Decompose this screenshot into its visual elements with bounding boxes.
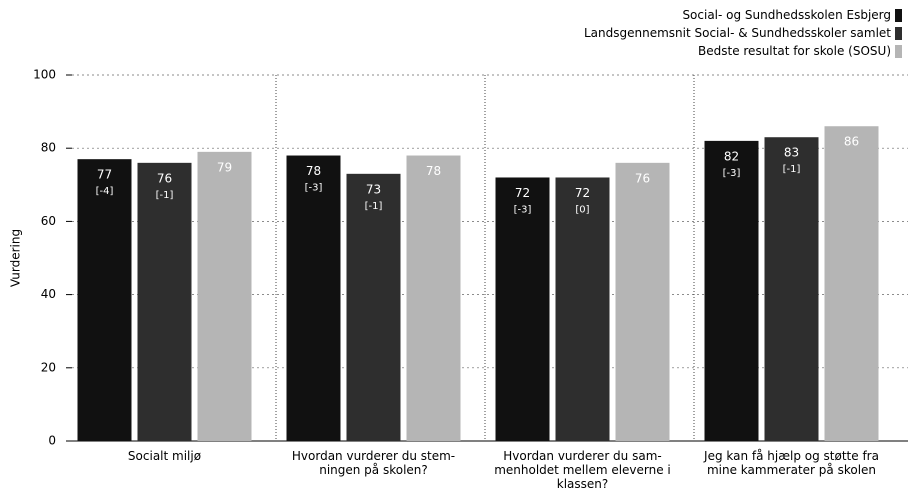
data-label: 86	[844, 135, 859, 149]
legend-item: Social- og Sundhedsskolen Esbjerg	[584, 6, 902, 24]
data-label: 76	[157, 171, 172, 185]
bar	[197, 151, 252, 442]
x-tick-label: Hvordan vurderer du stem- ningen på skol…	[291, 449, 456, 477]
legend-item: Bedste resultat for skole (SOSU)	[584, 42, 902, 60]
legend-swatch	[895, 27, 902, 40]
bar	[137, 162, 192, 441]
legend-swatch	[895, 45, 902, 58]
y-tick-label: 100	[33, 68, 56, 82]
bar	[495, 177, 550, 442]
diff-label: [-3]	[305, 183, 323, 194]
y-tick-label: 40	[41, 287, 56, 301]
bar	[346, 173, 401, 441]
legend-label: Bedste resultat for skole (SOSU)	[698, 44, 891, 58]
legend-label: Social- og Sundhedsskolen Esbjerg	[682, 8, 891, 22]
legend-label: Landsgennemsnit Social- & Sundhedsskoler…	[583, 26, 891, 40]
data-label: 72	[515, 186, 530, 200]
diff-label: [-3]	[723, 168, 741, 179]
y-tick-label: 20	[41, 360, 56, 374]
data-label: 78	[306, 164, 321, 178]
diff-label: [-1]	[156, 190, 174, 201]
data-label: 82	[724, 149, 739, 163]
bar	[824, 126, 879, 442]
x-tick-label: Hvordan vurderer du sam- menholdet melle…	[494, 449, 671, 491]
bar	[286, 155, 341, 441]
bar	[764, 137, 819, 441]
y-tick-label: 0	[48, 434, 56, 448]
legend-swatch	[895, 9, 902, 22]
y-tick-label: 60	[41, 214, 56, 228]
data-label: 76	[635, 171, 650, 185]
diff-label: [0]	[575, 204, 589, 215]
y-tick-label: 80	[41, 141, 56, 155]
bar	[406, 155, 461, 441]
diff-label: [-1]	[365, 201, 383, 212]
y-axis-label: Vurdering	[9, 229, 23, 287]
x-tick-label: Socialt miljø	[127, 449, 202, 463]
bar	[615, 162, 670, 441]
x-tick-label: Jeg kan få hjælp og støtte fra mine kamm…	[704, 449, 879, 477]
bar	[77, 159, 132, 441]
data-label: 77	[97, 168, 112, 182]
data-label: 73	[366, 182, 381, 196]
legend-item: Landsgennemsnit Social- & Sundhedsskoler…	[584, 24, 902, 42]
data-label: 79	[217, 160, 232, 174]
bar	[704, 140, 759, 441]
data-label: 83	[784, 146, 799, 160]
legend: Social- og Sundhedsskolen Esbjerg Landsge…	[584, 6, 902, 60]
data-label: 72	[575, 186, 590, 200]
diff-label: [-4]	[96, 186, 114, 197]
bar	[555, 177, 610, 442]
diff-label: [-1]	[783, 164, 801, 175]
diff-label: [-3]	[514, 204, 532, 215]
data-label: 78	[426, 164, 441, 178]
